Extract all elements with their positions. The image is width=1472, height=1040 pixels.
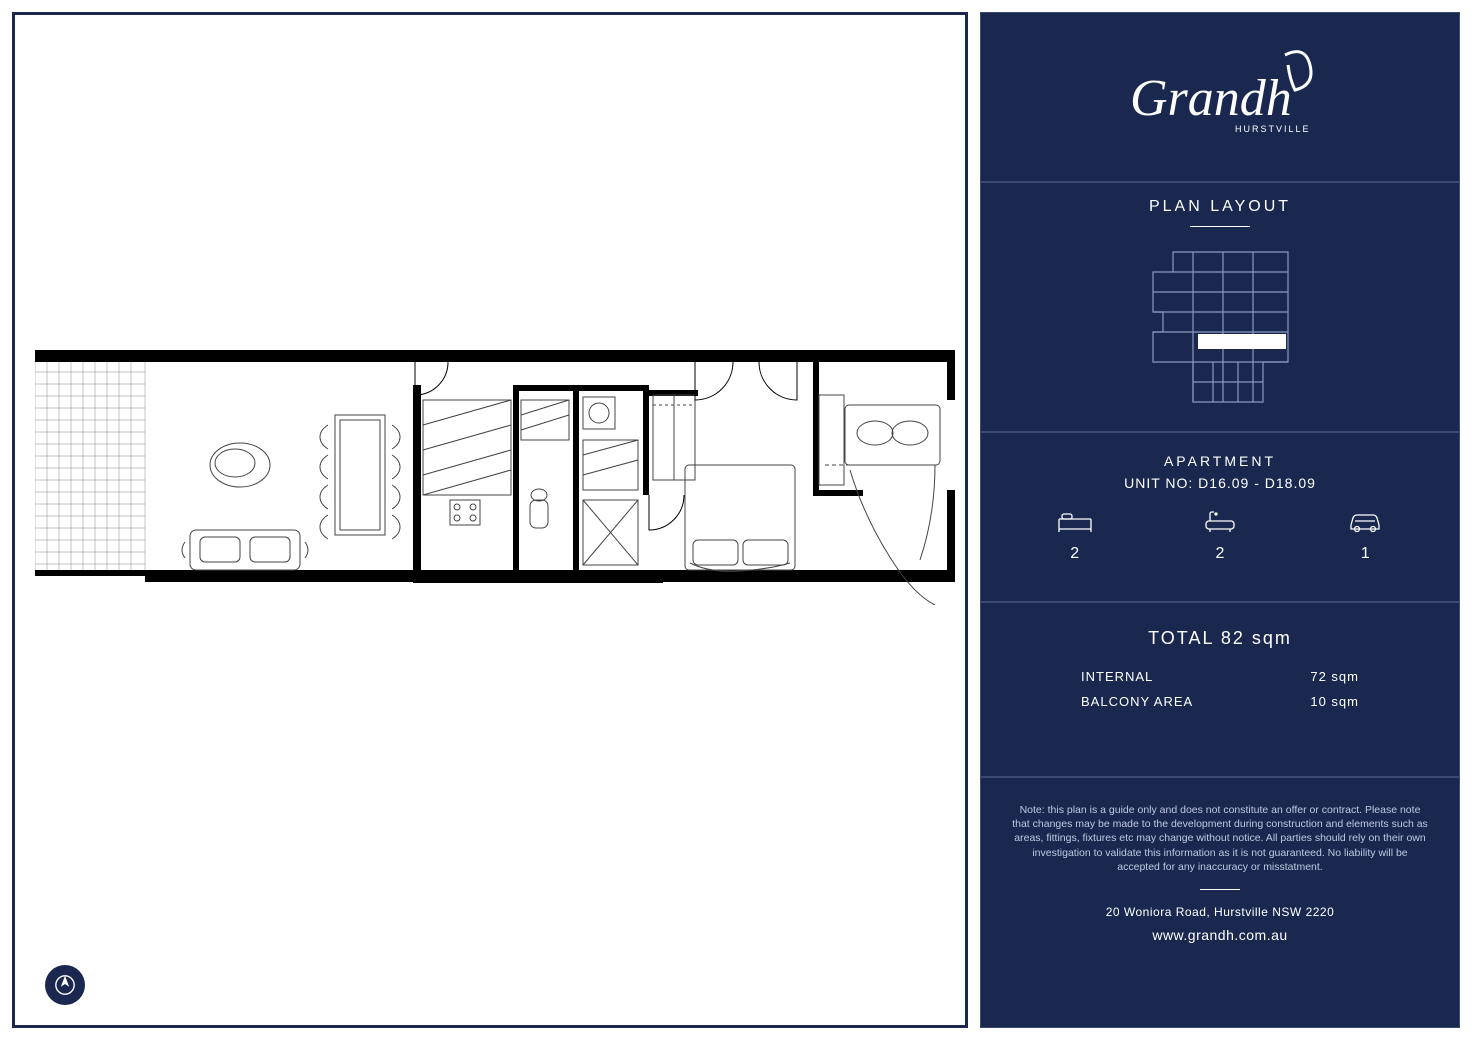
area-value: 72 sqm <box>1310 669 1359 684</box>
car-icon <box>1347 511 1383 533</box>
bathrooms-amenity: 2 <box>1204 511 1236 563</box>
plan-layout-title: PLAN LAYOUT <box>996 198 1444 216</box>
compass-icon <box>45 965 85 1005</box>
apartment-box: APARTMENT UNIT NO: D16.09 - D18.09 2 2 <box>980 432 1460 602</box>
building-layout-diagram <box>1143 242 1298 412</box>
divider <box>1190 226 1250 227</box>
area-row-internal: INTERNAL 72 sqm <box>1021 669 1419 684</box>
bedrooms-count: 2 <box>1070 545 1079 563</box>
floorplan-panel <box>12 12 968 1028</box>
website: www.grandh.com.au <box>1011 927 1429 943</box>
total-area: TOTAL 82 sqm <box>1021 628 1419 649</box>
area-label: BALCONY AREA <box>1081 694 1193 709</box>
area-row-balcony: BALCONY AREA 10 sqm <box>1021 694 1419 709</box>
brand-name: Grandh <box>1130 70 1292 127</box>
area-label: INTERNAL <box>1081 669 1153 684</box>
footer-box: Note: this plan is a guide only and does… <box>980 777 1460 1028</box>
bedrooms-amenity: 2 <box>1057 511 1093 563</box>
parking-count: 1 <box>1361 545 1370 563</box>
floorplan-drawing <box>35 345 955 605</box>
bed-icon <box>1057 511 1093 533</box>
parking-amenity: 1 <box>1347 511 1383 563</box>
divider <box>1200 889 1240 890</box>
info-sidebar: Grandh HURSTVILLE PLAN LAYOUT APARTMENT … <box>980 12 1460 1028</box>
brand-logo: Grandh HURSTVILLE <box>1110 40 1330 155</box>
plan-layout-box: PLAN LAYOUT <box>980 182 1460 432</box>
address: 20 Woniora Road, Hurstville NSW 2220 <box>1011 905 1429 919</box>
disclaimer-text: Note: this plan is a guide only and does… <box>1011 803 1429 874</box>
apartment-title: APARTMENT <box>1001 453 1439 469</box>
amenities-row: 2 2 1 <box>1001 511 1439 563</box>
bath-icon <box>1204 511 1236 533</box>
unit-highlight <box>1198 334 1286 349</box>
unit-number: UNIT NO: D16.09 - D18.09 <box>1001 475 1439 491</box>
logo-box: Grandh HURSTVILLE <box>980 12 1460 182</box>
area-box: TOTAL 82 sqm INTERNAL 72 sqm BALCONY ARE… <box>980 602 1460 777</box>
bathrooms-count: 2 <box>1216 545 1225 563</box>
area-value: 10 sqm <box>1310 694 1359 709</box>
brand-location: HURSTVILLE <box>1235 124 1311 134</box>
